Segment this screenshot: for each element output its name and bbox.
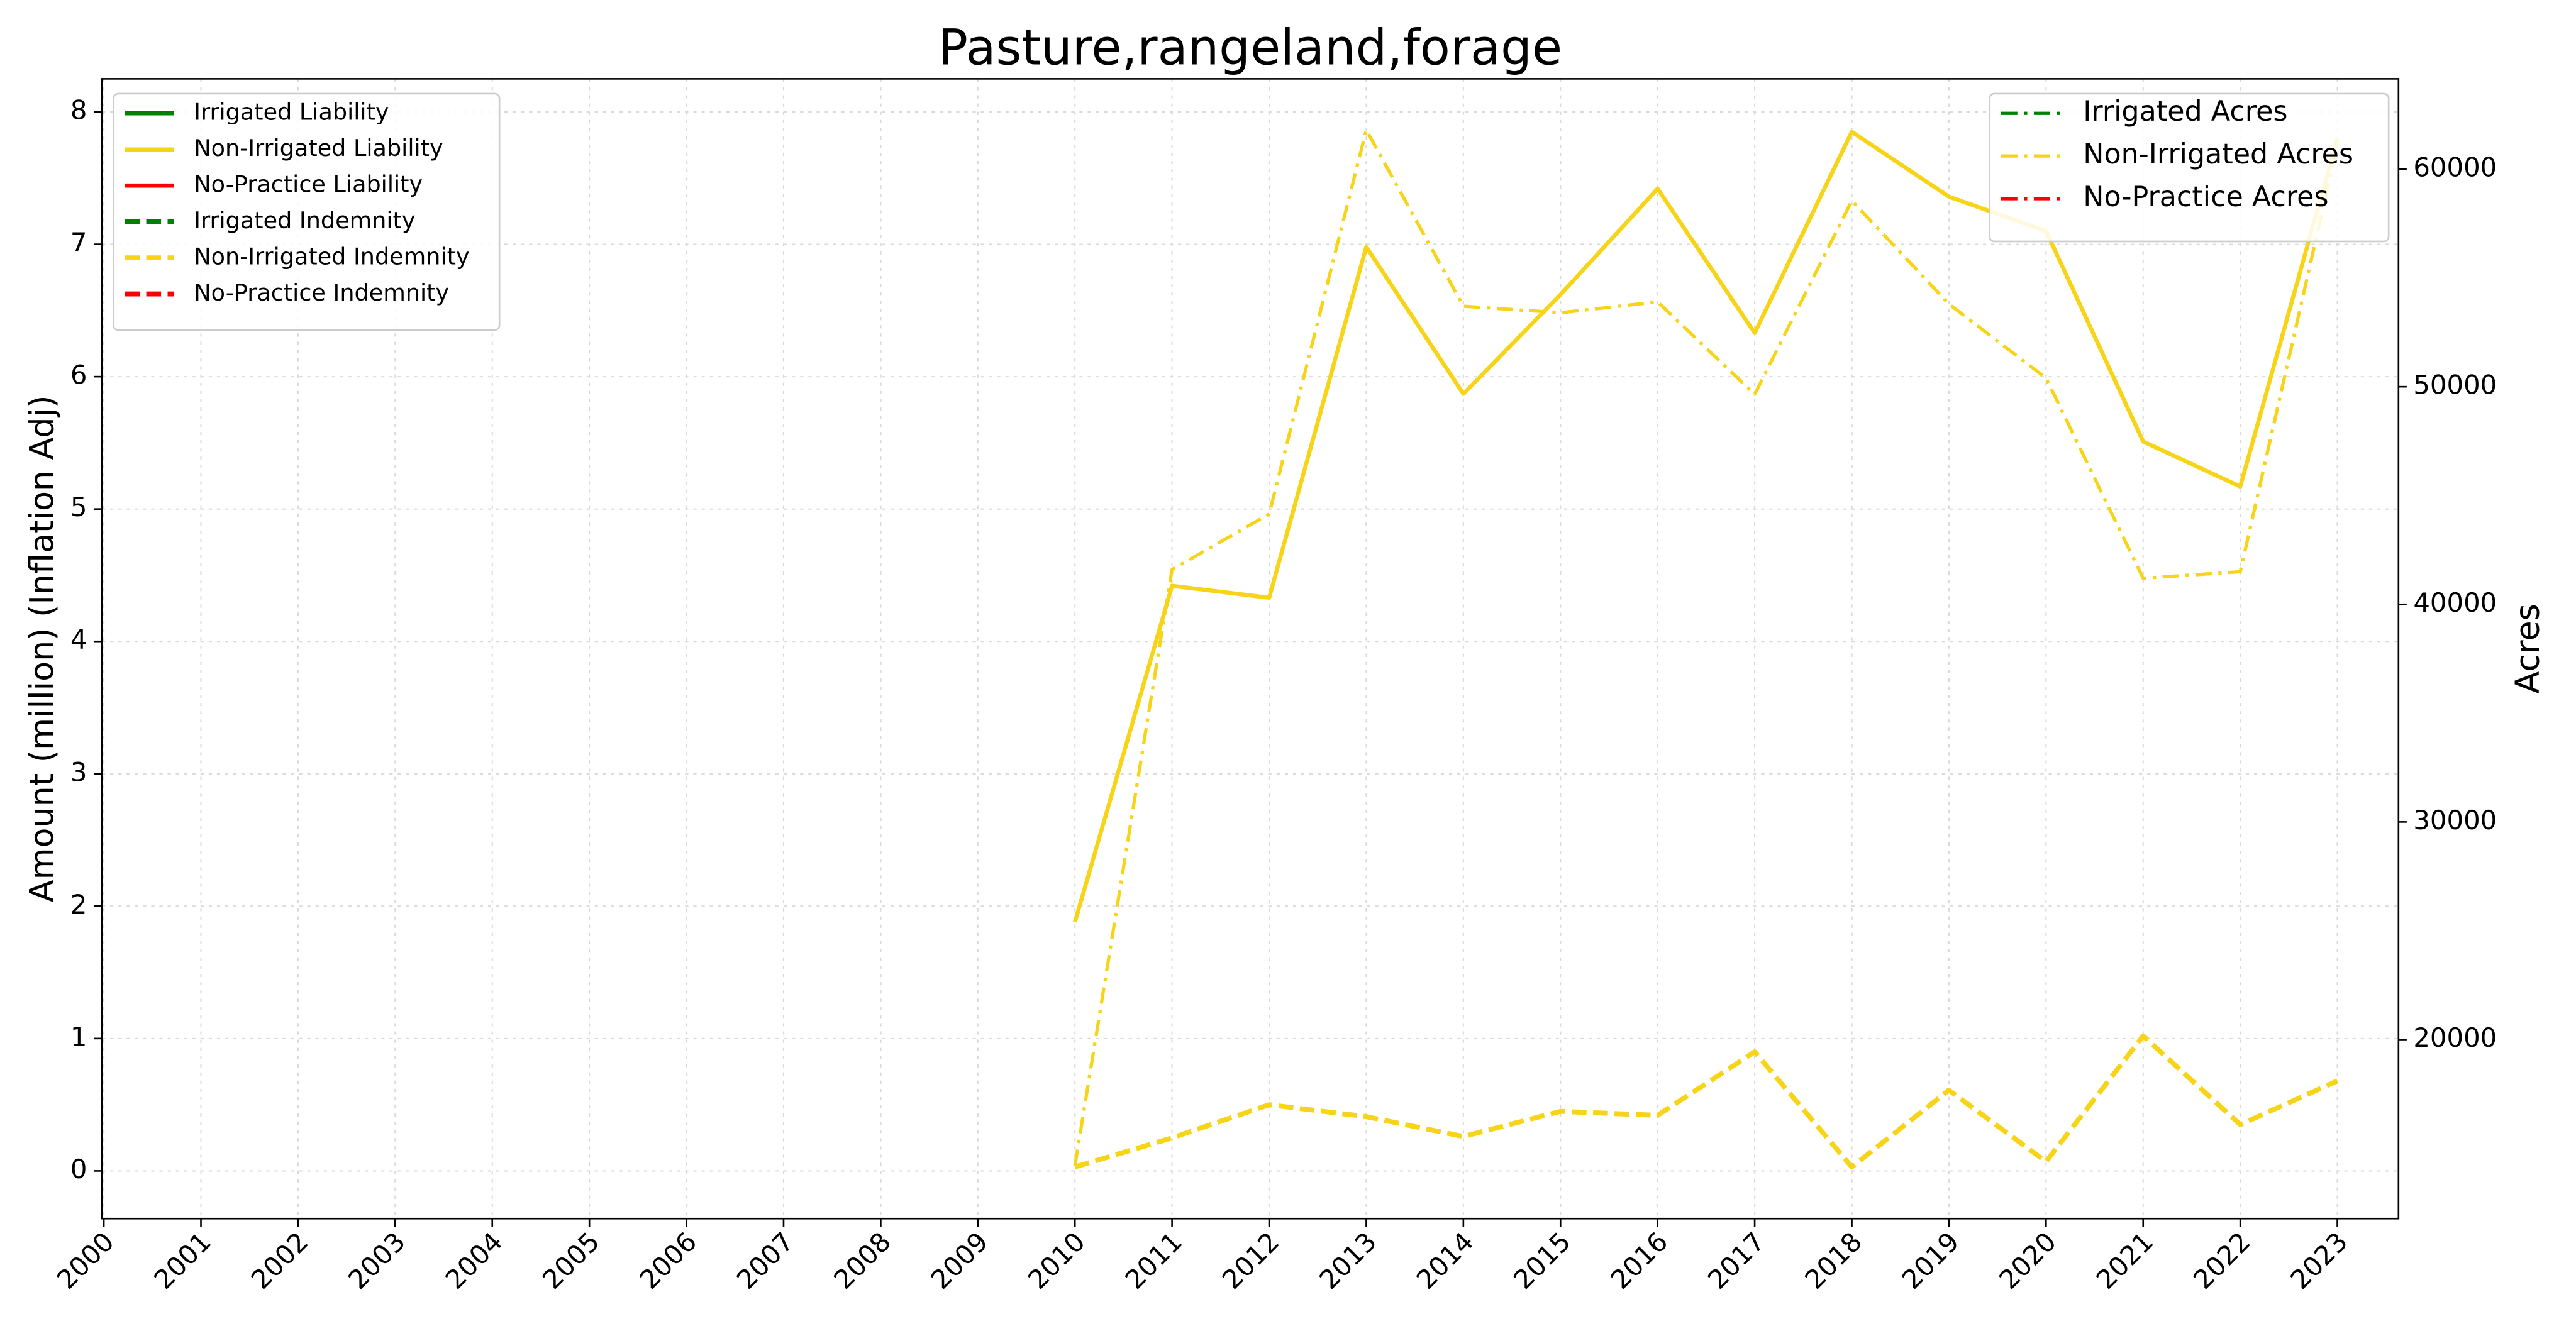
- y-tick-label: 3: [70, 756, 87, 787]
- legend-label: Irrigated Acres: [2083, 96, 2287, 128]
- legend-label: Irrigated Liability: [194, 99, 389, 126]
- legend: Irrigated Acres Non-Irrigated Acres No-Pra…: [1989, 92, 2390, 243]
- y2-tick-label: 20000: [2413, 1022, 2497, 1053]
- y-tick-label: 2: [70, 889, 87, 920]
- series-line: [1074, 1033, 2339, 1170]
- legend-label: Non-Irrigated Liability: [194, 135, 443, 162]
- y-axis-label: Amount (million) (Inflation Adj): [24, 395, 62, 903]
- y2-tick-label: 50000: [2413, 370, 2497, 400]
- y-tick-label: 5: [70, 492, 87, 522]
- series-line: [1073, 128, 2340, 1166]
- y2-tick-label: 60000: [2413, 152, 2497, 183]
- y-tick-label: 6: [70, 360, 87, 390]
- legend: Irrigated Liability Non-Irrigated Liabili…: [112, 92, 501, 331]
- y2-tick-label: 40000: [2413, 587, 2497, 618]
- legend-label: No-Practice Liability: [194, 171, 423, 198]
- chart-title: Pasture,rangeland,forage: [938, 19, 1562, 76]
- y-tick-label: 4: [70, 624, 87, 655]
- y2-tick-label: 30000: [2413, 805, 2497, 836]
- legend-box: [112, 92, 501, 331]
- y-tick-label: 1: [70, 1021, 87, 1052]
- legend-label: No-Practice Indemnity: [194, 279, 449, 306]
- legend-box: [1989, 92, 2390, 243]
- y-tick-label: 8: [70, 95, 87, 126]
- legend-label: Non-Irrigated Indemnity: [194, 243, 469, 270]
- series-line: [1073, 130, 2340, 923]
- plot-frame: [101, 78, 2400, 1220]
- legend-label: Non-Irrigated Acres: [2083, 138, 2353, 170]
- y2-axis-label: Acres: [2509, 604, 2547, 693]
- y-tick-label: 0: [70, 1154, 87, 1184]
- legend-label: No-Practice Acres: [2083, 181, 2328, 213]
- y-tick-label: 7: [70, 227, 87, 258]
- legend-label: Irrigated Indemnity: [194, 207, 415, 234]
